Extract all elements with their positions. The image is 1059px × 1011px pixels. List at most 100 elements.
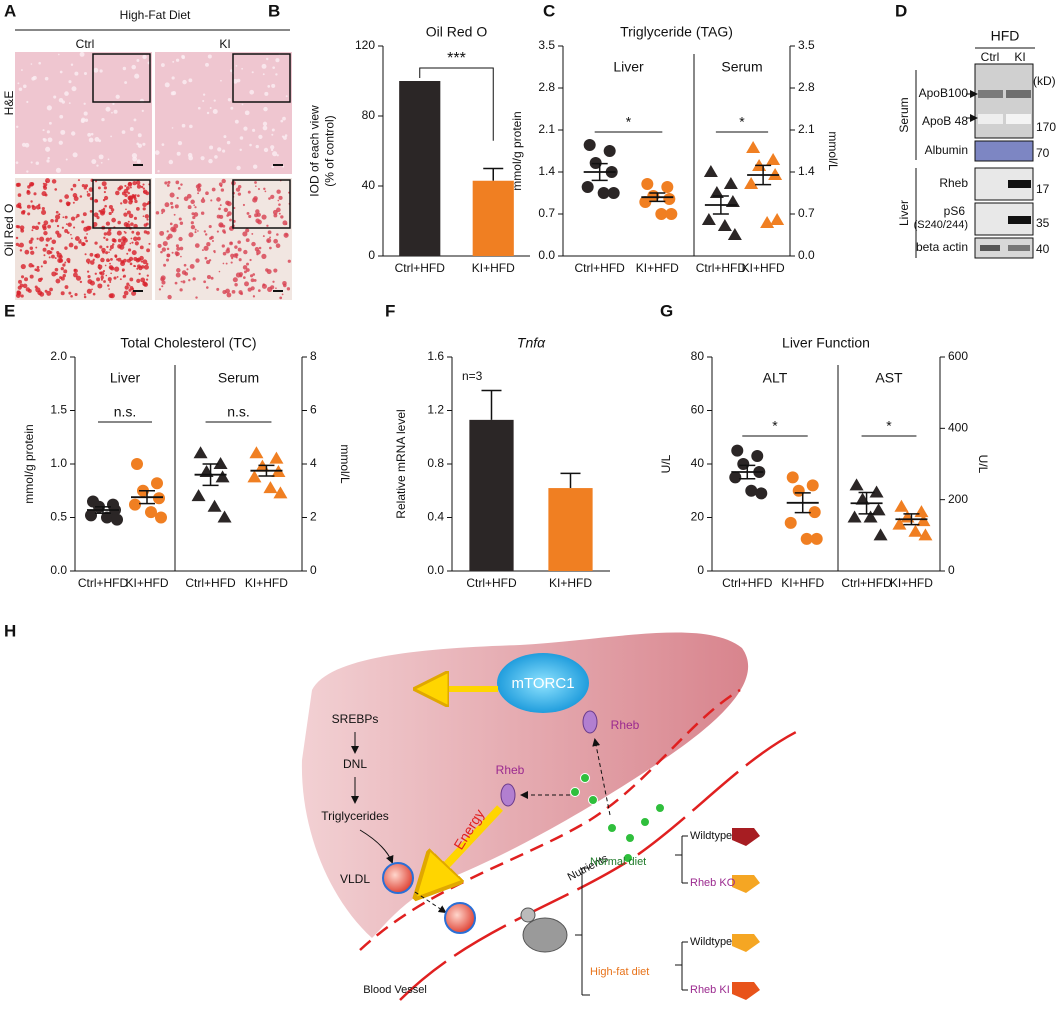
texture [98, 209, 102, 213]
texture [275, 73, 278, 76]
texture [257, 188, 260, 191]
texture [54, 218, 59, 223]
texture [122, 237, 128, 243]
x-tick-label: Ctrl+HFD [841, 576, 892, 590]
texture [61, 226, 64, 229]
texture [250, 278, 255, 283]
texture [213, 99, 216, 102]
texture [174, 281, 178, 285]
texture [142, 187, 145, 190]
y2-axis-label: U/L [976, 455, 990, 474]
point [607, 187, 620, 199]
y-tick-label: 600 [948, 349, 968, 363]
chart-title: Triglyceride (TAG) [620, 24, 733, 40]
texture [96, 277, 101, 282]
texture [181, 123, 186, 128]
texture [26, 189, 30, 193]
texture [126, 282, 130, 286]
texture [206, 286, 209, 289]
texture [272, 280, 275, 283]
texture [116, 275, 119, 278]
point [810, 532, 823, 545]
texture [221, 178, 226, 184]
group-label: Serum [897, 97, 911, 132]
texture [145, 191, 150, 196]
texture [247, 190, 251, 194]
texture [230, 253, 235, 258]
point [766, 153, 781, 165]
texture [241, 103, 244, 106]
texture [80, 118, 85, 124]
y-tick-label: 2.8 [538, 80, 555, 94]
texture [20, 263, 26, 270]
texture [41, 206, 45, 211]
texture [189, 124, 193, 129]
texture [98, 266, 101, 269]
significance-label: n.s. [114, 404, 137, 420]
point [581, 181, 594, 193]
texture [205, 62, 209, 67]
texture [41, 209, 47, 215]
texture [34, 225, 40, 231]
texture [121, 191, 126, 196]
point [597, 187, 610, 199]
texture [27, 289, 32, 293]
point [213, 457, 228, 469]
texture [211, 239, 214, 243]
texture [27, 212, 31, 216]
texture [203, 230, 207, 233]
y-tick-label: 1.6 [427, 349, 444, 363]
texture [142, 215, 145, 218]
texture [170, 201, 174, 205]
texture [278, 212, 281, 215]
texture [230, 261, 233, 264]
y-tick-label: 80 [362, 108, 376, 122]
texture [109, 280, 112, 283]
point [717, 219, 732, 231]
texture [89, 280, 95, 286]
chart-title: Liver Function [782, 335, 870, 351]
texture [254, 247, 260, 252]
texture [31, 205, 37, 211]
texture [72, 152, 78, 158]
texture [122, 294, 127, 299]
texture [101, 117, 105, 122]
texture [163, 263, 167, 267]
point [770, 213, 785, 225]
x-tick-label: KI+HFD [472, 261, 515, 275]
texture [254, 213, 259, 218]
texture [194, 228, 197, 231]
texture [60, 291, 65, 296]
texture [203, 280, 207, 284]
texture [86, 193, 91, 197]
texture [73, 272, 78, 278]
texture [79, 195, 83, 198]
texture [231, 289, 236, 294]
texture [91, 288, 93, 291]
texture [207, 54, 212, 59]
y-tick-label: 80 [691, 349, 705, 363]
texture [142, 142, 146, 146]
group-label: Liver [897, 200, 911, 226]
texture [129, 262, 133, 266]
texture [182, 79, 187, 85]
y-tick-label: 1.2 [427, 403, 444, 417]
texture [131, 250, 137, 256]
texture [42, 185, 46, 189]
texture [19, 206, 22, 209]
texture [26, 100, 29, 104]
texture [109, 293, 115, 299]
texture [175, 272, 181, 278]
texture [45, 237, 50, 242]
texture [93, 212, 99, 218]
texture [48, 256, 51, 259]
texture [238, 258, 242, 262]
texture [262, 283, 266, 287]
texture [53, 95, 57, 99]
texture [105, 238, 109, 242]
texture [200, 156, 205, 161]
y-tick-label: 0.0 [538, 248, 555, 262]
texture [95, 253, 101, 259]
panel-h: H SREBPs DNL Triglycerides VLDL [4, 621, 801, 1001]
texture [159, 230, 165, 236]
